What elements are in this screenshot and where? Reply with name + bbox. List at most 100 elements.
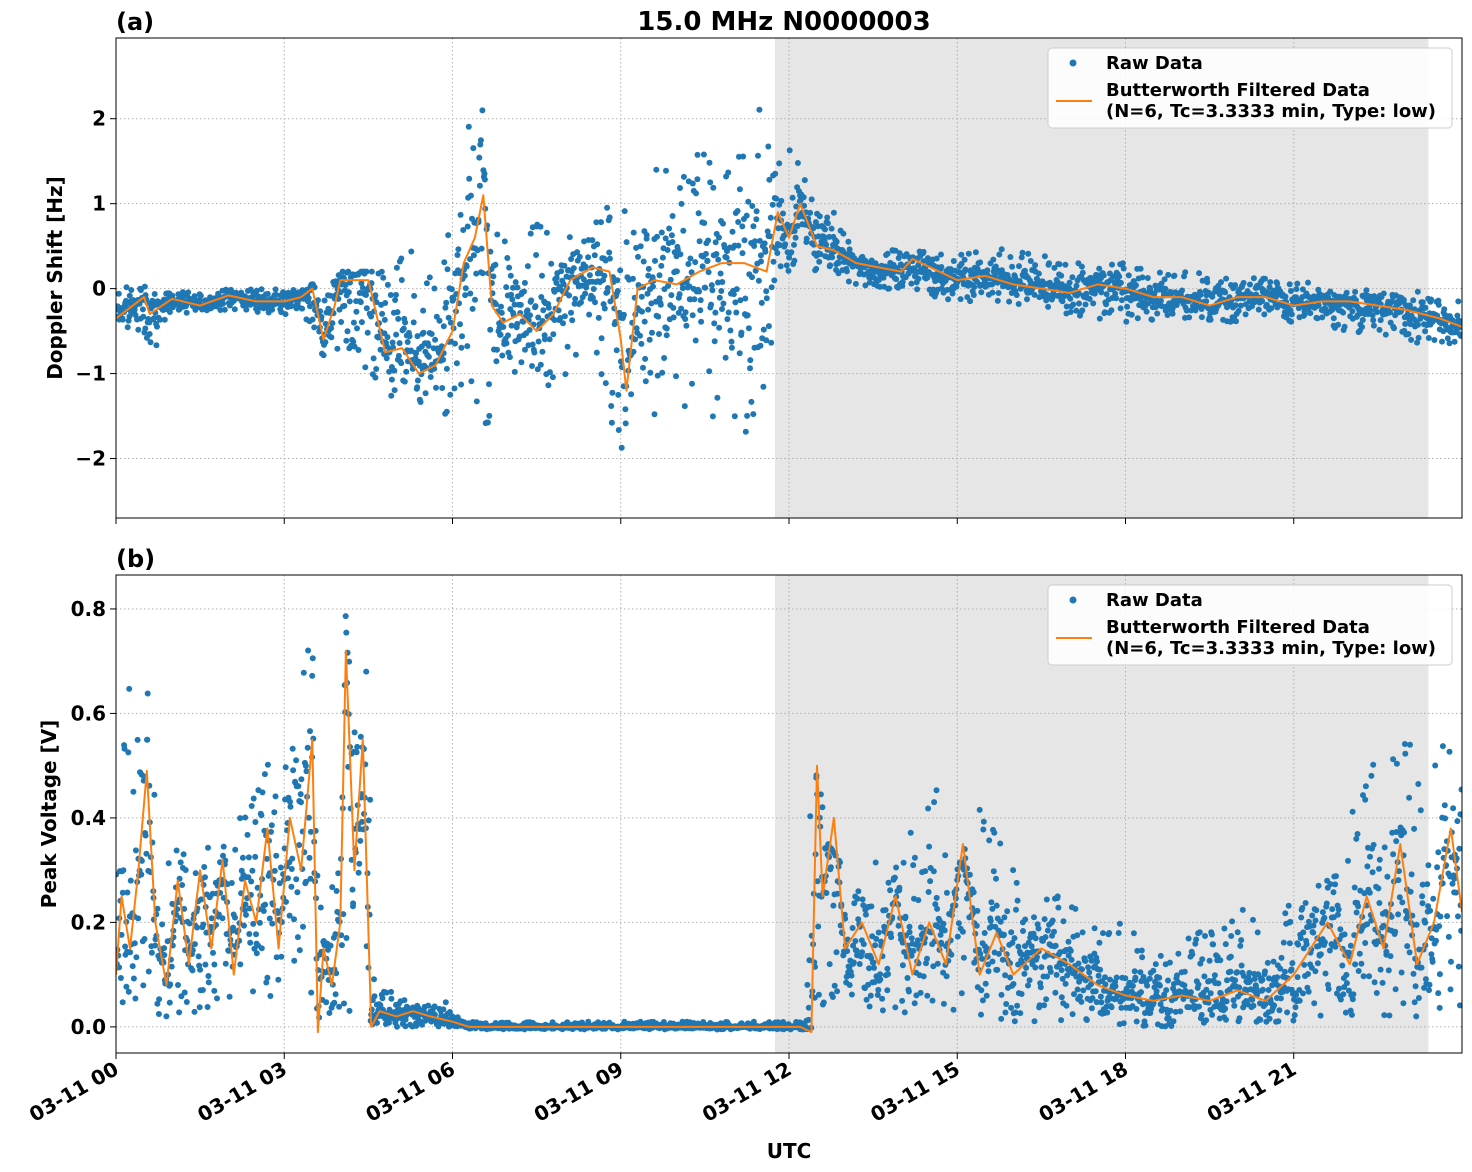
panel-b-raw-point bbox=[1085, 964, 1092, 971]
panel-b-raw-point bbox=[862, 911, 869, 918]
panel-b-raw-point bbox=[1031, 1018, 1038, 1025]
panel-b-raw-point bbox=[1224, 977, 1230, 984]
panel-a-raw-point bbox=[1301, 311, 1308, 318]
panel-b-raw-point bbox=[924, 955, 930, 962]
panel-b-raw-point bbox=[357, 837, 364, 844]
panel-a-raw-point bbox=[1352, 288, 1359, 295]
panel-a-raw-point bbox=[747, 365, 753, 372]
panel-b-raw-point bbox=[1063, 1002, 1070, 1009]
panel-a-raw-point bbox=[492, 301, 499, 308]
panel-a-raw-point bbox=[518, 359, 525, 366]
panel-a-raw-point bbox=[1125, 272, 1132, 279]
panel-a-raw-point bbox=[700, 151, 707, 158]
panel-a-raw-point bbox=[529, 363, 535, 369]
panel-a-raw-point bbox=[823, 241, 830, 248]
panel-a-raw-point bbox=[915, 262, 922, 268]
panel-a-raw-point bbox=[598, 219, 604, 226]
panel-a-raw-point bbox=[511, 368, 518, 375]
panel-a-raw-point bbox=[1161, 276, 1168, 283]
panel-b-raw-point bbox=[1300, 929, 1307, 936]
panel-a-raw-point bbox=[558, 268, 565, 275]
panel-a-raw-point bbox=[748, 398, 755, 405]
panel-a-raw-point bbox=[1067, 295, 1074, 302]
panel-b-raw-point bbox=[219, 915, 226, 922]
panel-a-raw-point bbox=[439, 385, 446, 391]
panel-b-raw-point bbox=[1299, 905, 1306, 911]
panel-a-raw-point bbox=[1007, 254, 1014, 260]
panel-b-raw-point bbox=[1210, 941, 1217, 948]
panel-b-raw-point bbox=[183, 999, 190, 1005]
panel-a-raw-point bbox=[157, 316, 163, 323]
panel-b-raw-point bbox=[346, 1007, 353, 1014]
panel-b-raw-point bbox=[340, 911, 347, 918]
panel-b-raw-point bbox=[1054, 893, 1061, 900]
panel-b-raw-point bbox=[119, 999, 126, 1006]
panel-a-raw-point bbox=[1117, 305, 1124, 312]
panel-b-raw-point bbox=[1251, 975, 1258, 982]
panel-b-raw-point bbox=[1044, 927, 1051, 934]
panel-b-raw-point bbox=[232, 846, 239, 853]
panel-b-raw-point bbox=[1144, 982, 1151, 989]
panel-b-raw-point bbox=[911, 854, 918, 861]
panel-b-raw-point bbox=[1274, 974, 1281, 981]
panel-a-raw-point bbox=[924, 274, 931, 281]
panel-b-raw-point bbox=[955, 920, 962, 927]
panel-a-raw-point bbox=[363, 292, 369, 298]
panel-b-raw-point bbox=[1083, 1017, 1090, 1023]
panel-a-raw-point bbox=[428, 331, 435, 337]
panel-a-raw-point bbox=[777, 263, 784, 270]
panel-a-raw-point bbox=[662, 235, 669, 242]
panel-a-raw-point bbox=[402, 319, 409, 326]
panel-a-raw-point bbox=[354, 325, 360, 332]
panel-b-raw-point bbox=[121, 745, 128, 752]
panel-b-raw-point bbox=[302, 762, 309, 769]
panel-a-raw-point bbox=[432, 336, 439, 343]
panel-b-raw-point bbox=[1189, 951, 1196, 958]
panel-a-raw-point bbox=[822, 226, 828, 233]
panel-b-raw-point bbox=[983, 945, 990, 952]
panel-a-raw-point bbox=[967, 298, 974, 305]
panel-b-raw-point bbox=[300, 923, 306, 930]
panel-b-raw-point bbox=[1035, 925, 1042, 932]
panel-b-raw-point bbox=[908, 952, 915, 959]
panel-a-raw-point bbox=[1059, 298, 1066, 305]
panel-a-raw-point bbox=[712, 239, 719, 246]
panel-a-raw-point bbox=[413, 350, 419, 357]
panel-a-raw-point bbox=[358, 280, 365, 287]
panel-a-raw-point bbox=[654, 372, 661, 379]
panel-b-raw-point bbox=[138, 857, 145, 864]
panel-a-raw-point bbox=[473, 270, 480, 277]
panel-b-raw-point bbox=[243, 911, 249, 918]
panel-a-raw-point bbox=[335, 272, 342, 279]
panel-a-raw-point bbox=[454, 252, 461, 258]
panel-a-raw-point bbox=[745, 198, 752, 205]
panel-b-raw-point bbox=[1015, 943, 1022, 950]
panel-a-raw-point bbox=[949, 290, 956, 297]
panel-b-raw-point bbox=[1043, 896, 1050, 903]
panel-b-raw-point bbox=[124, 889, 131, 896]
panel-b-raw-point bbox=[359, 818, 366, 825]
panel-b-raw-point bbox=[271, 867, 278, 874]
panel-b-raw-point bbox=[307, 728, 313, 735]
panel-b-raw-point bbox=[1032, 935, 1039, 942]
panel-a-raw-point bbox=[372, 292, 379, 299]
panel-b-raw-point bbox=[1022, 916, 1029, 923]
panel-a-raw-point bbox=[1006, 298, 1013, 305]
panel-a-raw-point bbox=[395, 352, 402, 359]
panel-b-raw-point bbox=[1068, 956, 1075, 963]
panel-a-raw-point bbox=[468, 378, 475, 385]
panel-b-raw-point bbox=[1229, 918, 1236, 925]
panel-a-raw-point bbox=[545, 382, 552, 389]
panel-b-raw-point bbox=[942, 852, 949, 859]
panel-a-raw-point bbox=[1454, 312, 1461, 319]
panel-a-raw-point bbox=[398, 360, 405, 367]
panel-a-raw-point bbox=[1441, 306, 1448, 313]
panel-a-raw-point bbox=[498, 309, 505, 316]
panel-a-raw-point bbox=[315, 297, 321, 304]
panel-b-raw-point bbox=[1092, 988, 1099, 995]
panel-b-raw-point bbox=[248, 803, 255, 809]
panel-a-raw-point bbox=[443, 365, 450, 372]
panel-a-raw-point bbox=[1288, 288, 1294, 294]
